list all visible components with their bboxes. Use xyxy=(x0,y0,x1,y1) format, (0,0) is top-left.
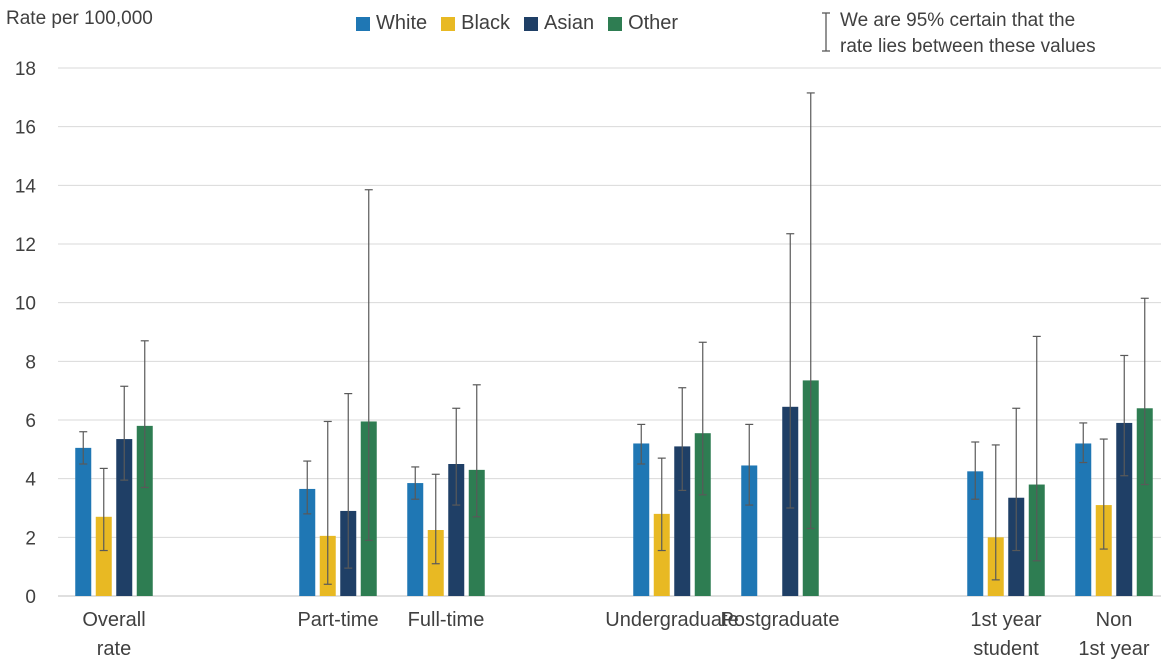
x-tick-label: 1st year xyxy=(1078,638,1149,659)
bar-black xyxy=(1095,505,1112,596)
y-axis-title: Rate per 100,000 xyxy=(6,8,153,29)
ci-note: We are 95% certain that the rate lies be… xyxy=(840,8,1096,60)
legend-label-other: Other xyxy=(628,12,679,34)
x-tick-label: 1st year xyxy=(970,609,1041,631)
y-tick-label: 0 xyxy=(25,587,36,608)
bar-asian xyxy=(1116,422,1133,596)
x-tick-label: Postgraduate xyxy=(721,609,840,631)
ci-note-line-2: rate lies between these values xyxy=(840,36,1096,57)
bar-white xyxy=(75,447,92,596)
y-tick-label: 10 xyxy=(15,294,36,315)
y-tick-label: 16 xyxy=(15,118,36,139)
x-tick-label: Non xyxy=(1096,609,1133,631)
bar-other xyxy=(694,433,711,596)
bar-other xyxy=(468,469,485,596)
y-tick-label: 14 xyxy=(15,176,37,197)
bar-white xyxy=(1075,443,1092,596)
legend-swatch-other xyxy=(608,16,623,31)
bar-white xyxy=(633,443,650,596)
x-tick-label: Full-time xyxy=(408,609,485,631)
x-tick-label: rate xyxy=(97,638,131,659)
x-tick-label: Overall xyxy=(82,609,145,631)
legend-item-black: Black xyxy=(441,12,510,35)
legend-item-white: White xyxy=(356,12,427,35)
y-tick-label: 6 xyxy=(25,411,36,432)
legend-label-black: Black xyxy=(461,12,511,34)
bar-white xyxy=(407,483,424,596)
legend-label-white: White xyxy=(376,12,428,34)
bar-asian xyxy=(674,446,691,596)
legend-item-other: Other xyxy=(608,12,678,35)
bar-other xyxy=(1136,408,1153,596)
bar-asian xyxy=(116,439,133,596)
y-tick-label: 18 xyxy=(15,59,36,80)
legend: White Black Asian Other xyxy=(356,12,678,35)
legend-swatch-black xyxy=(441,16,456,31)
bar-white xyxy=(741,465,758,596)
confidence-interval-legend: We are 95% certain that the rate lies be… xyxy=(820,8,1096,60)
y-tick-label: 4 xyxy=(25,470,36,491)
bar-white xyxy=(967,471,984,596)
legend-swatch-white xyxy=(356,16,370,31)
bar-other xyxy=(136,425,153,596)
bar-white xyxy=(299,488,316,596)
bar-asian xyxy=(448,464,465,596)
ci-note-line-1: We are 95% certain that the xyxy=(840,10,1076,31)
x-tick-label: Undergraduate xyxy=(605,609,738,631)
y-tick-label: 2 xyxy=(25,528,36,549)
y-tick-label: 8 xyxy=(25,352,36,373)
bar-black xyxy=(653,513,670,596)
error-bar-icon xyxy=(822,12,830,52)
x-tick-label: student xyxy=(973,638,1039,659)
y-tick-label: 12 xyxy=(15,235,36,256)
legend-label-asian: Asian xyxy=(544,12,595,34)
bar-black xyxy=(95,516,112,596)
legend-swatch-asian xyxy=(524,16,539,31)
legend-item-asian: Asian xyxy=(524,12,594,35)
x-tick-label: Part-time xyxy=(297,609,378,631)
